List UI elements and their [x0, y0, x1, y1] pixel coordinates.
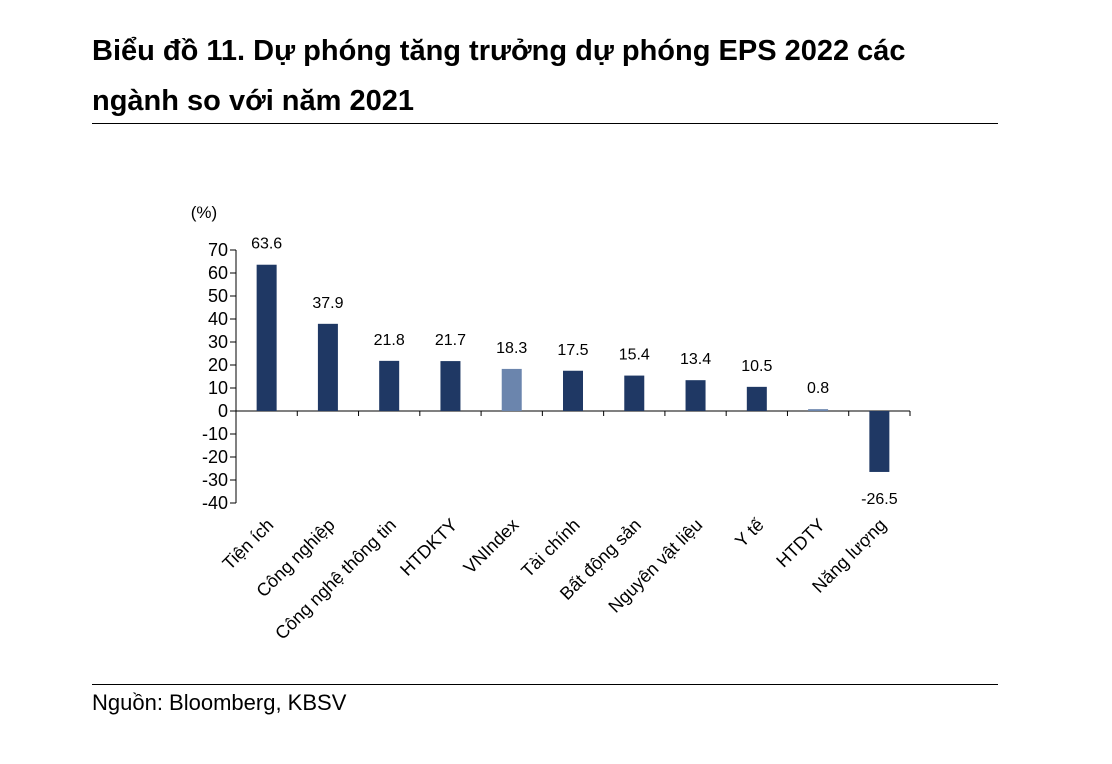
y-tick-label: -20: [202, 447, 228, 467]
bar-nang-luong: [869, 411, 890, 472]
chart-bars: [256, 264, 890, 472]
y-tick-labels: 70 60 50 40 30 20 10 0 -10 -20 -30 -40: [202, 240, 228, 513]
y-tick-label: 20: [208, 355, 228, 375]
y-tick-label: 50: [208, 286, 228, 306]
title-divider: [92, 123, 998, 124]
value-label-vnindex: 18.3: [496, 340, 527, 357]
bar-tai-chinh: [563, 370, 583, 411]
category-label-vnindex: VNIndex: [460, 515, 523, 578]
bar-cong-nghiep: [317, 323, 338, 411]
y-axis-label: (%): [191, 203, 217, 222]
category-label-y-te: Y tế: [731, 515, 768, 552]
y-tick-label: -10: [202, 424, 228, 444]
footer-divider: [92, 684, 998, 685]
category-label-tien-ich: Tiện ích: [219, 515, 278, 574]
category-label-htdkty: HTDKTY: [396, 515, 461, 580]
y-tick-label: 0: [218, 401, 228, 421]
value-label-y-te: 10.5: [741, 358, 772, 375]
value-label-cong-nghe-thong-tin: 21.8: [374, 332, 405, 349]
value-label-tien-ich: 63.6: [251, 236, 282, 253]
category-label-htdty: HTDTY: [772, 515, 829, 572]
value-label-nang-luong: -26.5: [861, 491, 898, 508]
bar-tien-ich: [256, 264, 277, 411]
value-label-htdty: 0.8: [807, 380, 829, 397]
y-tick-label: 60: [208, 263, 228, 283]
page-title: Biểu đồ 11. Dự phóng tăng trưởng dự phón…: [92, 35, 906, 117]
value-label-tai-chinh: 17.5: [557, 342, 588, 359]
y-tick-label: 30: [208, 332, 228, 352]
bar-htdty: [808, 409, 829, 411]
category-label-cong-nghe-thong-tin: Công nghệ thông tin: [271, 515, 400, 644]
value-label-cong-nghiep: 37.9: [312, 295, 343, 312]
y-tick-label: -30: [202, 470, 228, 490]
y-tick-label: 10: [208, 378, 228, 398]
bar-nguyen-vat-lieu: [685, 380, 706, 411]
value-labels: 63.6 37.9 21.8 21.7 18.3 17.5 15.4 13.4 10.5 0.8 -…: [251, 236, 898, 508]
value-label-nguyen-vat-lieu: 13.4: [680, 351, 711, 368]
source-note: Nguồn: Bloomberg, KBSV: [92, 690, 347, 715]
bar-vnindex: [501, 368, 522, 411]
bar-cong-nghe-thong-tin: [379, 360, 400, 411]
bar-htdkty: [440, 361, 461, 411]
value-label-htdkty: 21.7: [435, 332, 466, 349]
y-tick-label: 40: [208, 309, 228, 329]
y-tick-label: -40: [202, 493, 228, 513]
bar-bat-dong-san: [624, 375, 645, 411]
value-label-bat-dong-san: 15.4: [619, 347, 650, 364]
y-tick-label: 70: [208, 240, 228, 260]
bar-y-te: [746, 386, 767, 411]
